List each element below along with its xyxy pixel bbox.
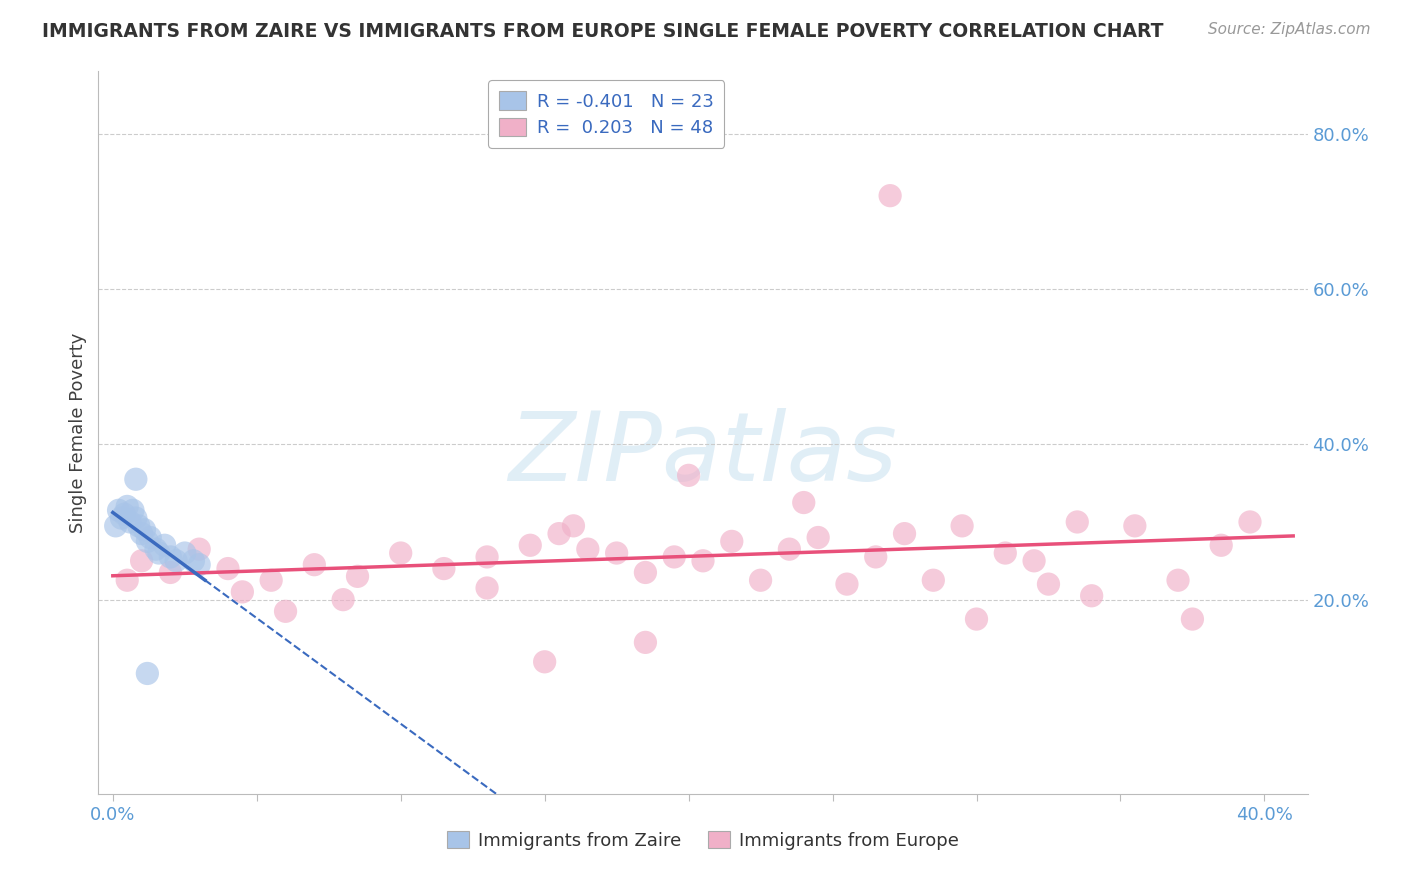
Point <box>692 554 714 568</box>
Point <box>1038 577 1060 591</box>
Point <box>304 558 326 572</box>
Point <box>966 612 988 626</box>
Text: IMMIGRANTS FROM ZAIRE VS IMMIGRANTS FROM EUROPE SINGLE FEMALE POVERTY CORRELATIO: IMMIGRANTS FROM ZAIRE VS IMMIGRANTS FROM… <box>42 22 1164 41</box>
Point <box>173 546 195 560</box>
Point <box>807 531 830 545</box>
Point <box>346 569 368 583</box>
Point <box>122 503 145 517</box>
Legend: Immigrants from Zaire, Immigrants from Europe: Immigrants from Zaire, Immigrants from E… <box>440 824 966 857</box>
Point <box>231 585 253 599</box>
Point <box>994 546 1017 560</box>
Point <box>950 519 973 533</box>
Point <box>125 511 148 525</box>
Point <box>1211 538 1233 552</box>
Point <box>136 534 159 549</box>
Point <box>606 546 628 560</box>
Point <box>274 604 297 618</box>
Point <box>720 534 742 549</box>
Point <box>893 526 915 541</box>
Point <box>533 655 555 669</box>
Point <box>128 519 150 533</box>
Point <box>110 511 132 525</box>
Point <box>136 666 159 681</box>
Point <box>793 495 815 509</box>
Point <box>778 542 800 557</box>
Point <box>145 542 167 557</box>
Text: Source: ZipAtlas.com: Source: ZipAtlas.com <box>1208 22 1371 37</box>
Point <box>134 523 156 537</box>
Point <box>562 519 585 533</box>
Point <box>217 561 239 575</box>
Point <box>115 500 138 514</box>
Point <box>634 635 657 649</box>
Point <box>139 531 162 545</box>
Point <box>1239 515 1261 529</box>
Point <box>159 549 181 564</box>
Point <box>879 188 901 202</box>
Point <box>125 472 148 486</box>
Point <box>153 538 176 552</box>
Text: ZIPatlas: ZIPatlas <box>509 408 897 500</box>
Point <box>188 542 211 557</box>
Point <box>922 573 945 587</box>
Point <box>664 549 686 564</box>
Point <box>112 507 135 521</box>
Point <box>678 468 700 483</box>
Point <box>576 542 599 557</box>
Point <box>634 566 657 580</box>
Point <box>1066 515 1088 529</box>
Point <box>1167 573 1189 587</box>
Point <box>332 592 354 607</box>
Point <box>120 515 142 529</box>
Point <box>475 581 498 595</box>
Point <box>188 558 211 572</box>
Point <box>107 503 129 517</box>
Point <box>104 519 127 533</box>
Point <box>159 566 181 580</box>
Point <box>1123 519 1146 533</box>
Point <box>548 526 571 541</box>
Point <box>1080 589 1102 603</box>
Point <box>1022 554 1045 568</box>
Point <box>475 549 498 564</box>
Point <box>835 577 858 591</box>
Point <box>1181 612 1204 626</box>
Point <box>165 554 187 568</box>
Point <box>865 549 887 564</box>
Point <box>519 538 541 552</box>
Point <box>131 554 153 568</box>
Point <box>115 573 138 587</box>
Point <box>749 573 772 587</box>
Point <box>389 546 412 560</box>
Y-axis label: Single Female Poverty: Single Female Poverty <box>69 333 87 533</box>
Point <box>131 526 153 541</box>
Point <box>433 561 456 575</box>
Point <box>148 546 170 560</box>
Point <box>183 554 205 568</box>
Point <box>260 573 283 587</box>
